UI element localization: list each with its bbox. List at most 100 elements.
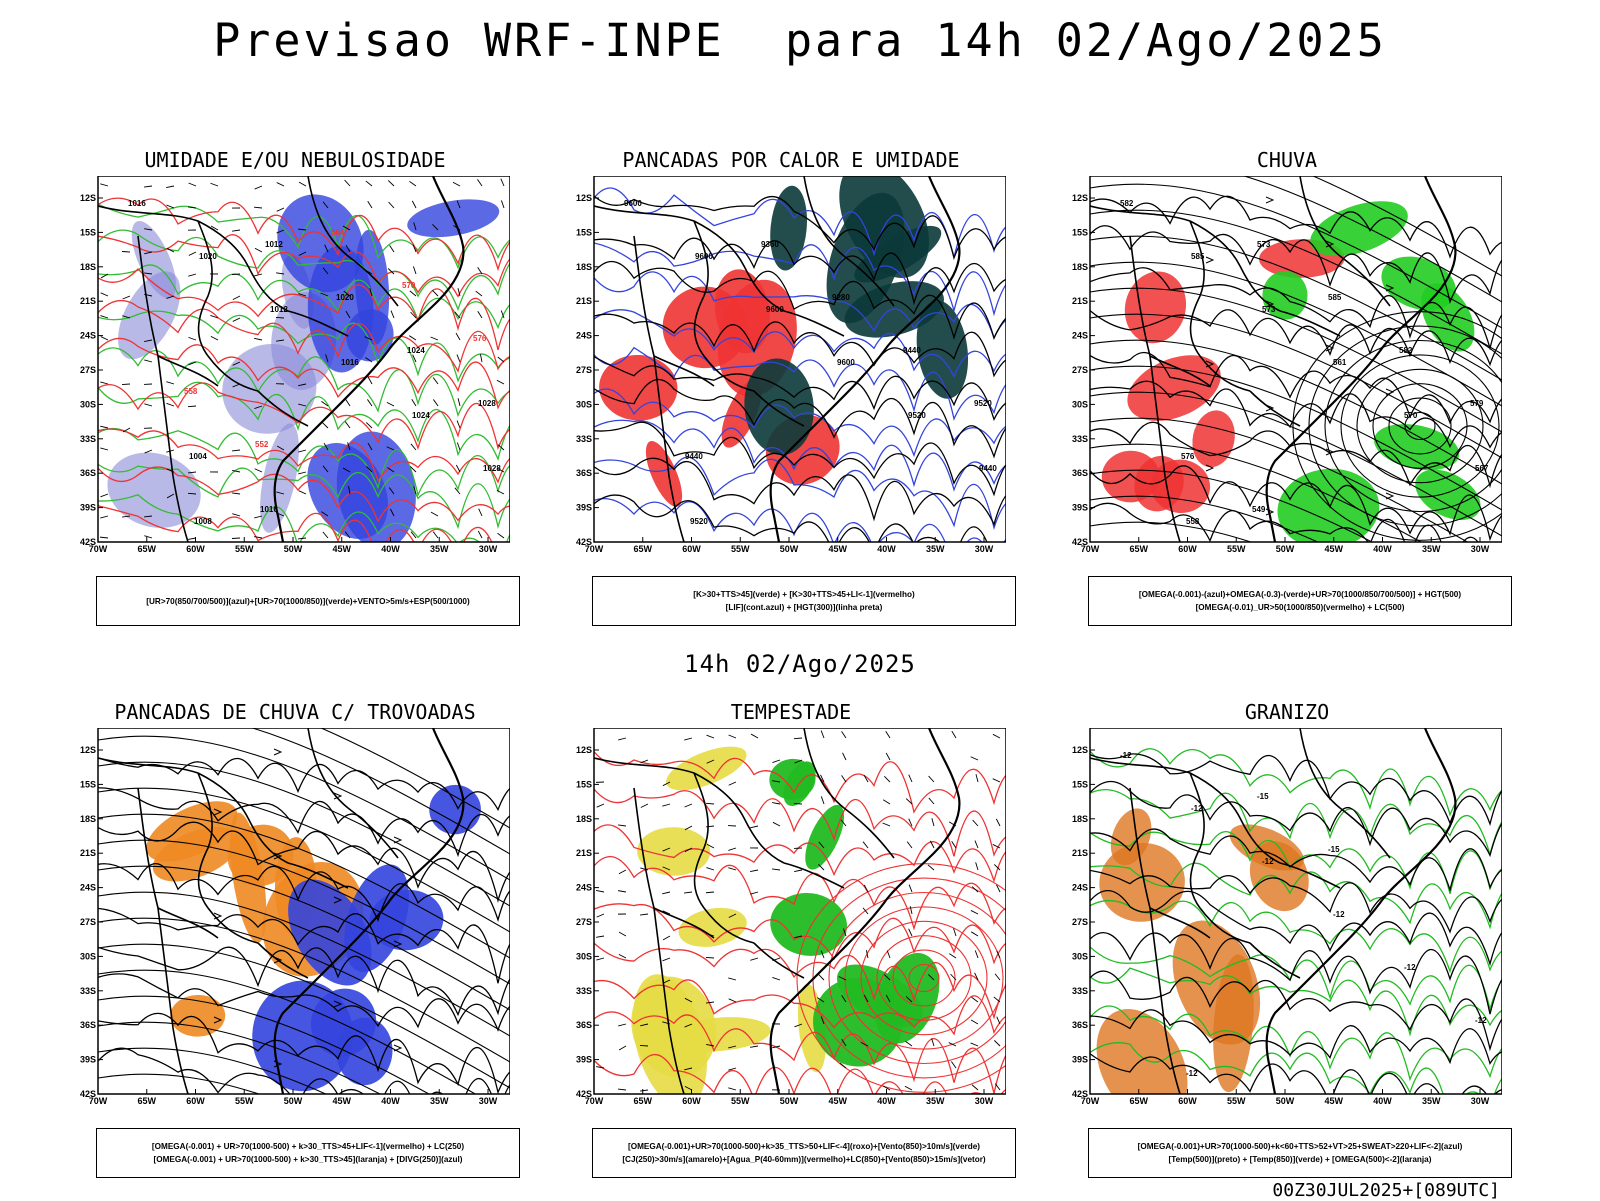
lon-label: 40W bbox=[877, 1096, 896, 1106]
legend-line: [LIF](cont.azul) + [HGT(300)](linha pret… bbox=[726, 601, 883, 614]
lat-label: 12S bbox=[576, 193, 592, 203]
lon-label: 35W bbox=[430, 544, 449, 554]
lat-label: 39S bbox=[80, 503, 96, 513]
lat-label: 18S bbox=[1072, 262, 1088, 272]
lon-label: 65W bbox=[633, 544, 652, 554]
map-plot: 9600960096009600952094409520936092809440… bbox=[576, 176, 1006, 576]
contour-label: -12 bbox=[1262, 857, 1274, 866]
contour-label: -12 bbox=[1404, 963, 1416, 972]
contour-label: 1012 bbox=[265, 240, 283, 249]
lon-label: 50W bbox=[780, 544, 799, 554]
lat-label: 12S bbox=[576, 745, 592, 755]
lat-label: 21S bbox=[1072, 296, 1088, 306]
forecast-map: -12-12-12-12-12-12-12-15-1512S15S18S21S2… bbox=[1072, 728, 1502, 1128]
contour-label: 9440 bbox=[903, 346, 921, 355]
lat-label: 27S bbox=[576, 365, 592, 375]
contour-label: -15 bbox=[1328, 845, 1340, 854]
lat-label: 12S bbox=[80, 193, 96, 203]
lat-label: 33S bbox=[576, 986, 592, 996]
lat-label: 21S bbox=[1072, 848, 1088, 858]
panel-legend: [UR>70(850/700/500)](azul)+[UR>70(1000/8… bbox=[96, 576, 520, 626]
lat-label: 24S bbox=[80, 331, 96, 341]
lat-label: 33S bbox=[576, 434, 592, 444]
lat-label: 36S bbox=[576, 468, 592, 478]
panel-title: PANCADAS DE CHUVA C/ TROVOADAS bbox=[80, 700, 510, 724]
contour-label: 9520 bbox=[908, 411, 926, 420]
contour-label: 1012 bbox=[270, 305, 288, 314]
panel-title: UMIDADE E/OU NEBULOSIDADE bbox=[80, 148, 510, 172]
legend-line: [OMEGA(-0.001) + UR>70(1000-500) + k>30_… bbox=[154, 1153, 463, 1166]
lon-label: 65W bbox=[633, 1096, 652, 1106]
contour-label: 558 bbox=[1186, 517, 1200, 526]
lon-label: 55W bbox=[1227, 544, 1246, 554]
lat-label: 39S bbox=[576, 1055, 592, 1065]
lon-label: 55W bbox=[1227, 1096, 1246, 1106]
lon-label: 30W bbox=[479, 1096, 498, 1106]
lon-label: 65W bbox=[137, 544, 156, 554]
contour-label: 1028 bbox=[483, 464, 501, 473]
lat-label: 18S bbox=[80, 814, 96, 824]
contour-label: 570 bbox=[402, 281, 416, 290]
lon-label: 70W bbox=[1081, 1096, 1100, 1106]
panel-title: GRANIZO bbox=[1072, 700, 1502, 724]
lat-label: 24S bbox=[576, 331, 592, 341]
panel-umidade: UMIDADE E/OU NEBULOSIDADE 1016 1020 1012 10… bbox=[80, 148, 510, 598]
lon-label: 55W bbox=[731, 1096, 750, 1106]
lat-label: 15S bbox=[576, 779, 592, 789]
lon-label: 45W bbox=[1324, 544, 1343, 554]
lon-label: 50W bbox=[284, 1096, 303, 1106]
map-plot: 1016102010121016102410281008101210201024… bbox=[80, 176, 510, 573]
legend-line: [Temp(500)](preto) + [Temp(850)](verde) … bbox=[1169, 1153, 1432, 1166]
contour-label: 585 bbox=[1328, 293, 1342, 302]
lat-label: 15S bbox=[80, 227, 96, 237]
lat-label: 24S bbox=[576, 883, 592, 893]
lat-label: 30S bbox=[1072, 399, 1088, 409]
page-title: Previsao WRF-INPE para 14h 02/Ago/2025 bbox=[0, 14, 1600, 67]
contour-label: -12 bbox=[1191, 804, 1203, 813]
lon-label: 35W bbox=[926, 1096, 945, 1106]
lat-label: 21S bbox=[576, 848, 592, 858]
lat-label: 24S bbox=[1072, 331, 1088, 341]
lat-label: 36S bbox=[80, 468, 96, 478]
lon-label: 40W bbox=[381, 544, 400, 554]
lon-label: 50W bbox=[1276, 1096, 1295, 1106]
forecast-map: 1016102010121016102410281008101210201024… bbox=[80, 176, 510, 576]
lon-label: 60W bbox=[186, 544, 205, 554]
contour-label: -12 bbox=[1120, 751, 1132, 760]
contour-label: 1020 bbox=[336, 293, 354, 302]
contour-label: 561 bbox=[1333, 358, 1347, 367]
lat-label: 33S bbox=[80, 434, 96, 444]
contour-label: 576 bbox=[473, 334, 487, 343]
contour-label: 573 bbox=[1257, 240, 1271, 249]
lon-label: 30W bbox=[1471, 544, 1490, 554]
lat-label: 12S bbox=[1072, 745, 1088, 755]
lon-label: 35W bbox=[1422, 1096, 1441, 1106]
contour-label: 585 bbox=[1191, 252, 1205, 261]
contour-label: 1024 bbox=[407, 346, 425, 355]
lon-label: 40W bbox=[1373, 1096, 1392, 1106]
contour-label: 579 bbox=[1470, 399, 1484, 408]
lon-label: 45W bbox=[828, 544, 847, 554]
lat-label: 36S bbox=[576, 1020, 592, 1030]
lon-label: 30W bbox=[975, 1096, 994, 1106]
run-timestamp: 00Z30JUL2025+[089UTC] bbox=[1272, 1180, 1500, 1201]
lon-label: 40W bbox=[877, 544, 896, 554]
lat-label: 15S bbox=[80, 779, 96, 789]
lat-label: 15S bbox=[576, 227, 592, 237]
lat-label: 18S bbox=[1072, 814, 1088, 824]
lon-label: 45W bbox=[828, 1096, 847, 1106]
lon-label: 50W bbox=[284, 544, 303, 554]
contour-label: 549 bbox=[1252, 505, 1266, 514]
lon-label: 55W bbox=[731, 544, 750, 554]
contour-label: -15 bbox=[1257, 792, 1269, 801]
contour-label: 1024 bbox=[412, 411, 430, 420]
contour-label: 1016 bbox=[341, 358, 359, 367]
lat-label: 33S bbox=[1072, 986, 1088, 996]
legend-line: [OMEGA(-0.001)-(azul)+OMEGA(-0.3)-(verde… bbox=[1139, 588, 1461, 601]
contour-label: 567 bbox=[1475, 464, 1489, 473]
